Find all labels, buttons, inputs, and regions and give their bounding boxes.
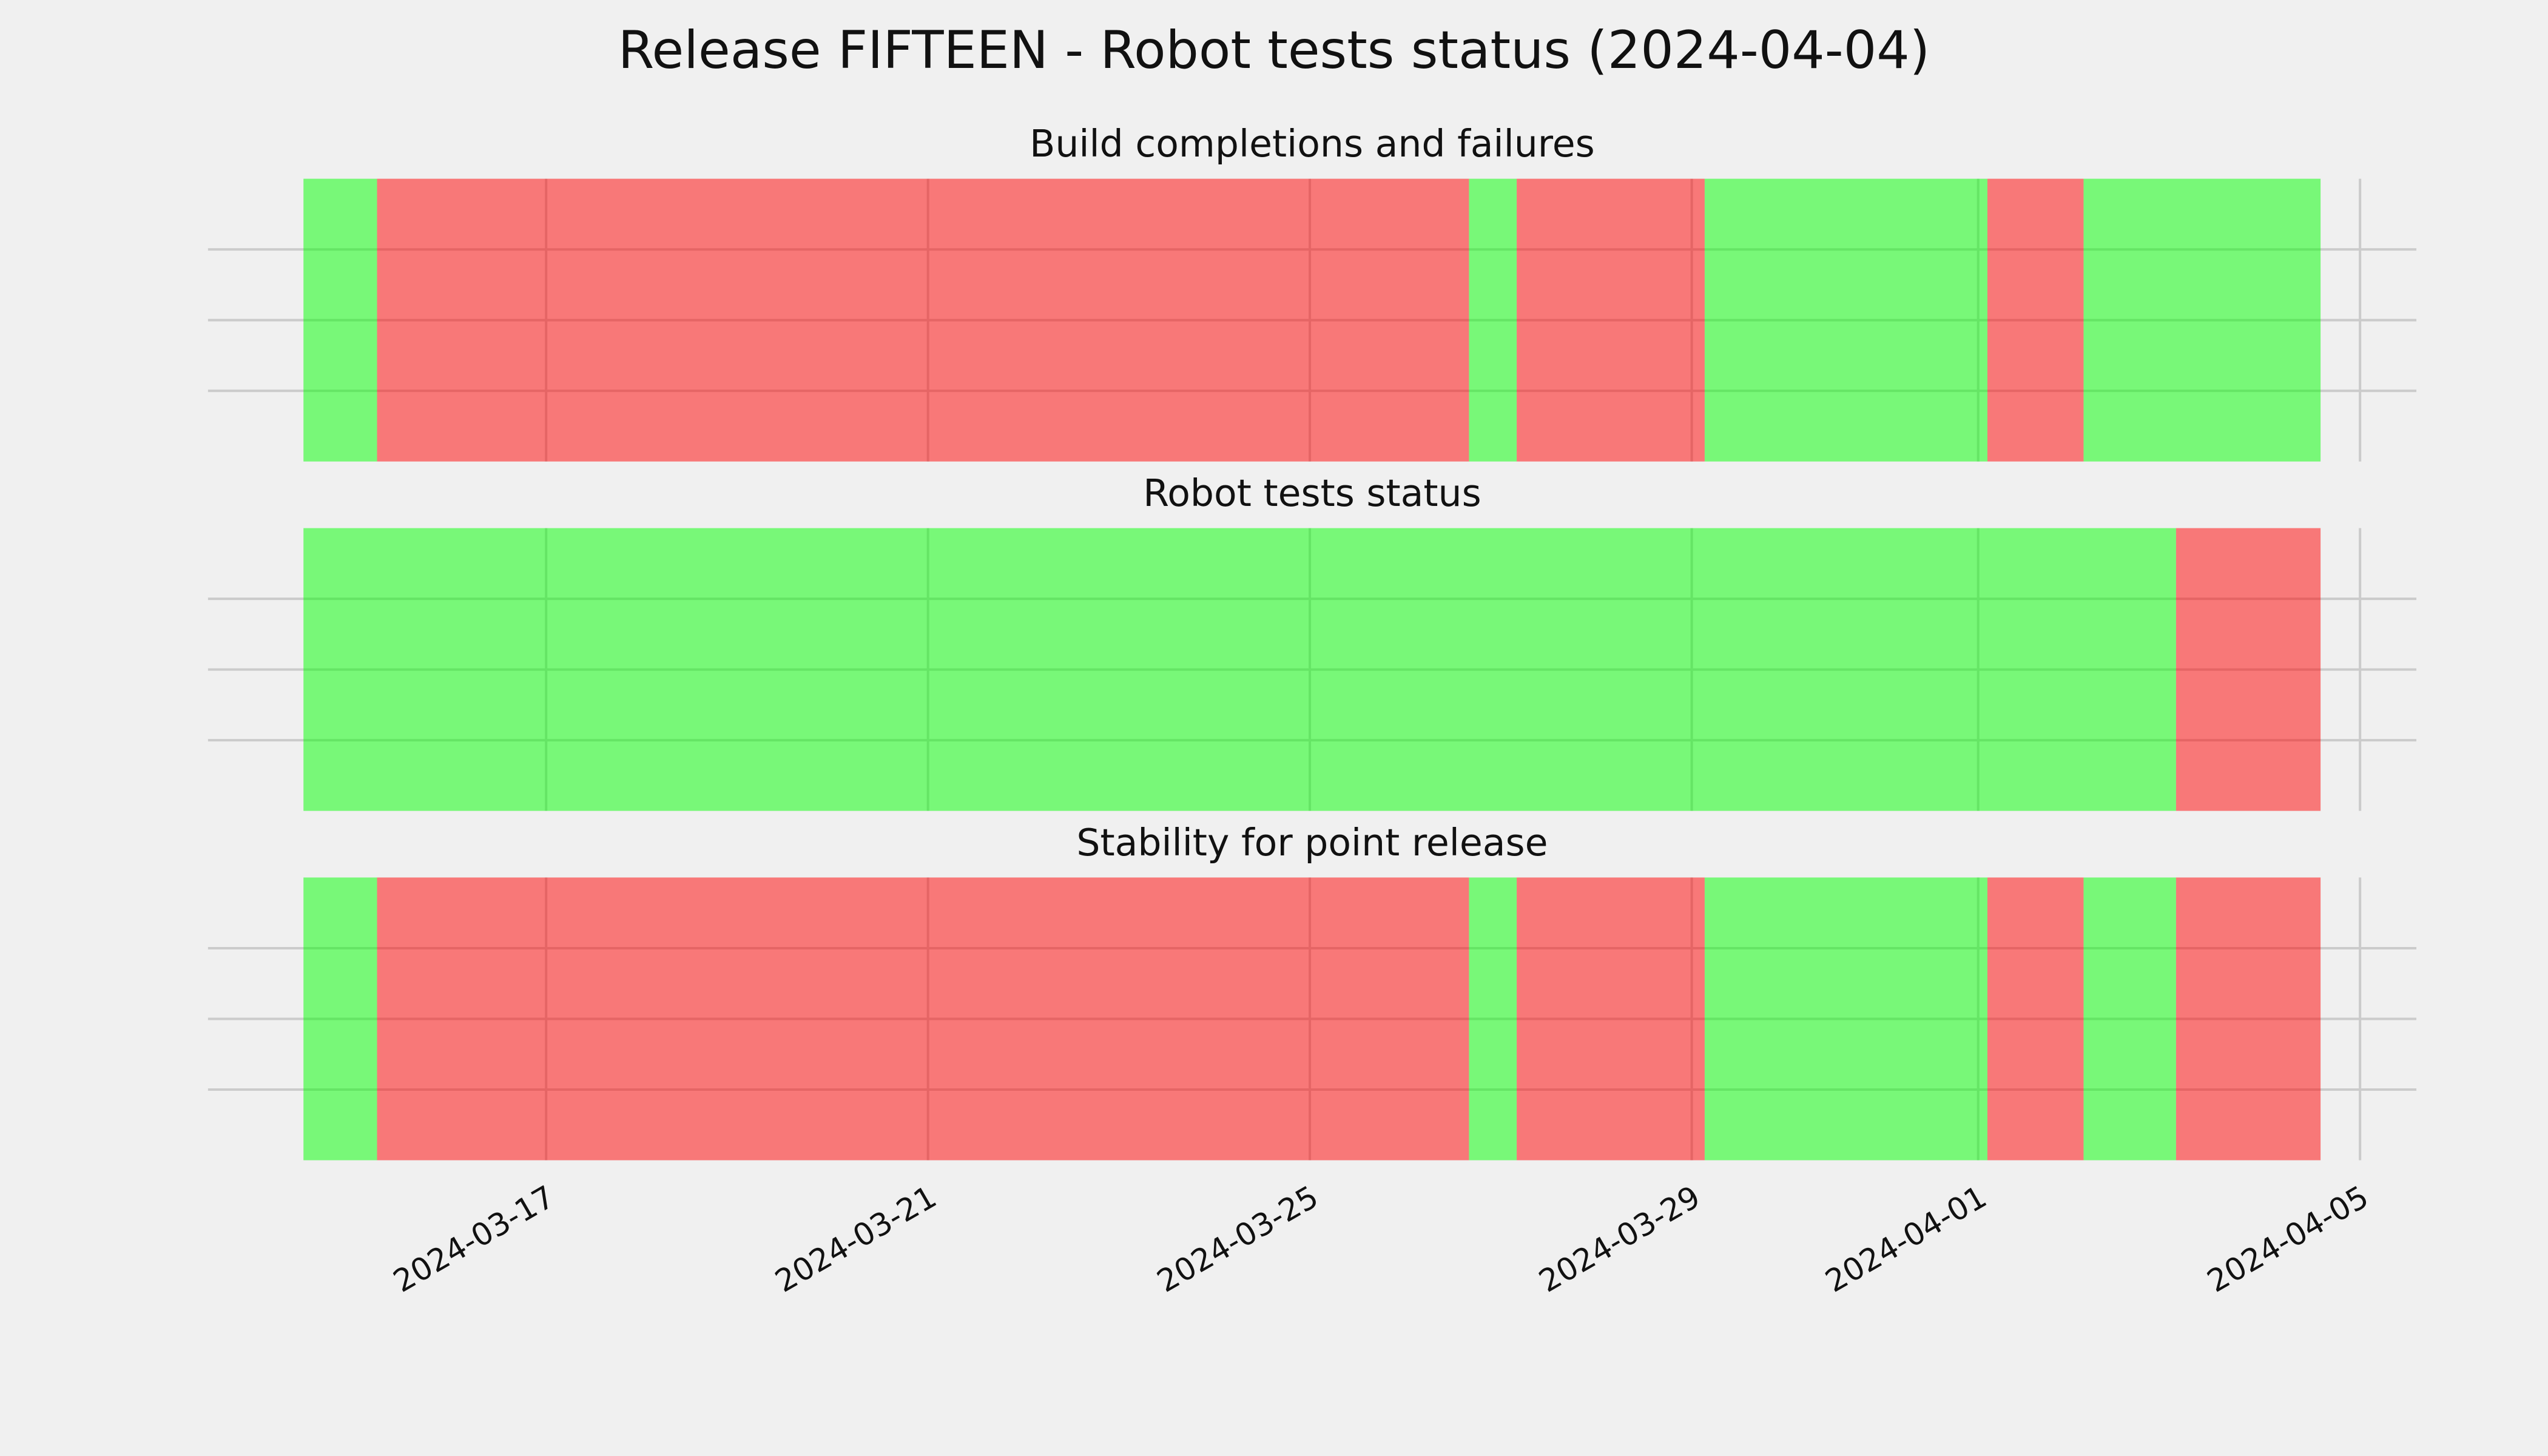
status-segment [303, 528, 2176, 811]
status-segment [1517, 877, 1705, 1161]
subplot-title: Robot tests status [1143, 471, 1481, 515]
status-segment [2083, 877, 2176, 1161]
status-segment [1987, 877, 2084, 1161]
figure-title: Release FIFTEEN - Robot tests status (20… [618, 20, 1930, 81]
status-segment [303, 877, 377, 1161]
status-segment [377, 178, 1469, 462]
status-segment [1469, 178, 1517, 462]
status-segment [2176, 528, 2321, 811]
status-segment [1704, 178, 1987, 462]
status-segment [377, 877, 1469, 1161]
subplot-title: Stability for point release [1076, 821, 1548, 864]
status-segment [1987, 178, 2084, 462]
status-segment [2176, 877, 2321, 1161]
status-segment [303, 178, 377, 462]
status-segment [2083, 178, 2321, 462]
status-segment [1517, 178, 1705, 462]
status-segment [1469, 877, 1517, 1161]
subplot-title: Build completions and failures [1030, 122, 1595, 166]
status-segment [1704, 877, 1987, 1161]
